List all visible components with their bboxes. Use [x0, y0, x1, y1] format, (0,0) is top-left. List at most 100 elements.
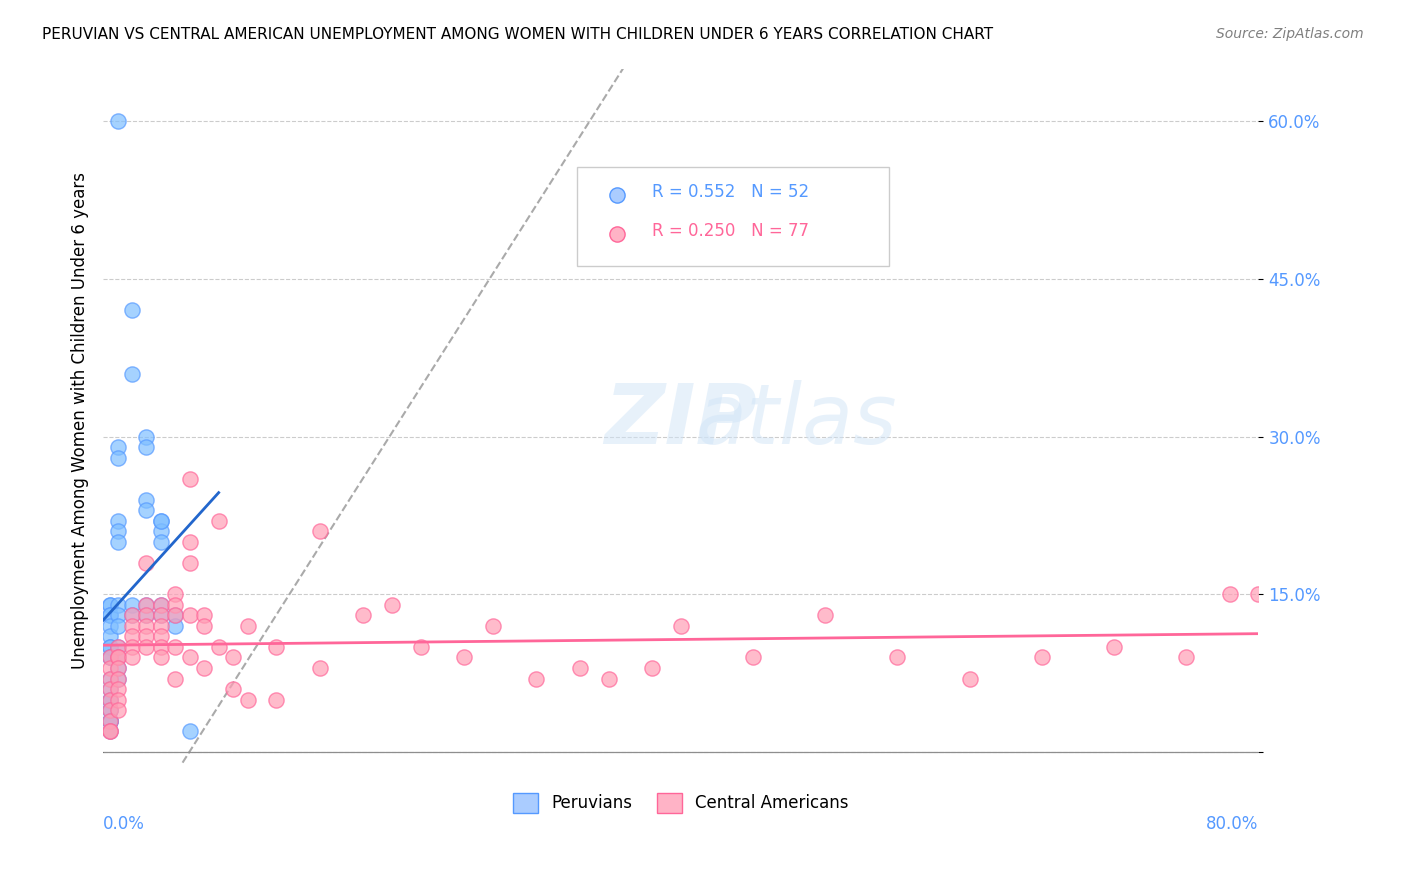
Point — [98, 608, 121, 623]
Point — [107, 608, 129, 623]
Point — [107, 514, 129, 528]
Point — [236, 619, 259, 633]
Point — [98, 703, 121, 717]
Point — [135, 492, 157, 507]
Point — [236, 692, 259, 706]
FancyBboxPatch shape — [576, 167, 889, 266]
Point — [193, 661, 215, 675]
Point — [98, 714, 121, 728]
Text: 80.0%: 80.0% — [1206, 815, 1258, 833]
Point — [266, 640, 288, 654]
Text: 0.0%: 0.0% — [103, 815, 145, 833]
Point — [179, 534, 201, 549]
Point — [482, 619, 505, 633]
Point — [121, 630, 143, 644]
Point — [107, 661, 129, 675]
Text: Source: ZipAtlas.com: Source: ZipAtlas.com — [1216, 27, 1364, 41]
Point — [121, 619, 143, 633]
Legend: Peruvians, Central Americans: Peruvians, Central Americans — [505, 784, 858, 822]
Point — [381, 598, 404, 612]
Point — [121, 598, 143, 612]
Point — [886, 650, 908, 665]
Point — [135, 440, 157, 454]
Point — [121, 650, 143, 665]
Point — [149, 619, 172, 633]
Point — [107, 650, 129, 665]
Point — [149, 630, 172, 644]
Point — [179, 556, 201, 570]
Point — [193, 608, 215, 623]
Point — [165, 608, 187, 623]
Point — [149, 598, 172, 612]
Point — [107, 650, 129, 665]
Point — [165, 587, 187, 601]
Point — [165, 619, 187, 633]
Point — [98, 650, 121, 665]
Point — [107, 534, 129, 549]
Point — [107, 640, 129, 654]
Point — [524, 672, 547, 686]
Point — [98, 661, 121, 675]
Point — [308, 661, 330, 675]
Point — [107, 692, 129, 706]
Point — [179, 650, 201, 665]
Point — [107, 661, 129, 675]
Point — [107, 619, 129, 633]
Point — [179, 472, 201, 486]
Point — [179, 608, 201, 623]
Point — [98, 650, 121, 665]
Point — [107, 681, 129, 696]
Point — [222, 681, 245, 696]
Point — [149, 534, 172, 549]
Point — [98, 650, 121, 665]
Point — [98, 692, 121, 706]
Point — [266, 692, 288, 706]
Point — [107, 450, 129, 465]
Point — [453, 650, 475, 665]
Point — [149, 608, 172, 623]
Point — [598, 672, 620, 686]
Point — [98, 714, 121, 728]
Point — [1031, 650, 1053, 665]
Point — [98, 640, 121, 654]
Text: ZIP: ZIP — [605, 380, 756, 461]
Point — [409, 640, 432, 654]
Point — [107, 650, 129, 665]
Point — [135, 429, 157, 443]
Point — [98, 692, 121, 706]
Point — [98, 598, 121, 612]
Point — [107, 598, 129, 612]
Point — [149, 514, 172, 528]
Point — [149, 514, 172, 528]
Text: PERUVIAN VS CENTRAL AMERICAN UNEMPLOYMENT AMONG WOMEN WITH CHILDREN UNDER 6 YEAR: PERUVIAN VS CENTRAL AMERICAN UNEMPLOYMEN… — [42, 27, 993, 42]
Text: R = 0.552   N = 52: R = 0.552 N = 52 — [652, 183, 808, 201]
Point — [107, 640, 129, 654]
Point — [135, 598, 157, 612]
Point — [742, 650, 765, 665]
Y-axis label: Unemployment Among Women with Children Under 6 years: Unemployment Among Women with Children U… — [72, 172, 89, 669]
Point — [149, 608, 172, 623]
Point — [959, 672, 981, 686]
Point — [208, 514, 231, 528]
Point — [98, 672, 121, 686]
Point — [1102, 640, 1125, 654]
Point — [107, 114, 129, 128]
Point — [568, 661, 591, 675]
Point — [222, 650, 245, 665]
Point — [121, 608, 143, 623]
Point — [121, 367, 143, 381]
Text: atlas: atlas — [696, 380, 897, 461]
Point — [98, 619, 121, 633]
Point — [135, 619, 157, 633]
Point — [1247, 587, 1270, 601]
Point — [98, 692, 121, 706]
Point — [98, 724, 121, 739]
Point — [98, 681, 121, 696]
Point — [135, 630, 157, 644]
Point — [98, 681, 121, 696]
Point — [669, 619, 692, 633]
Point — [165, 598, 187, 612]
Point — [165, 608, 187, 623]
Point — [135, 608, 157, 623]
Text: R = 0.250   N = 77: R = 0.250 N = 77 — [652, 221, 808, 240]
